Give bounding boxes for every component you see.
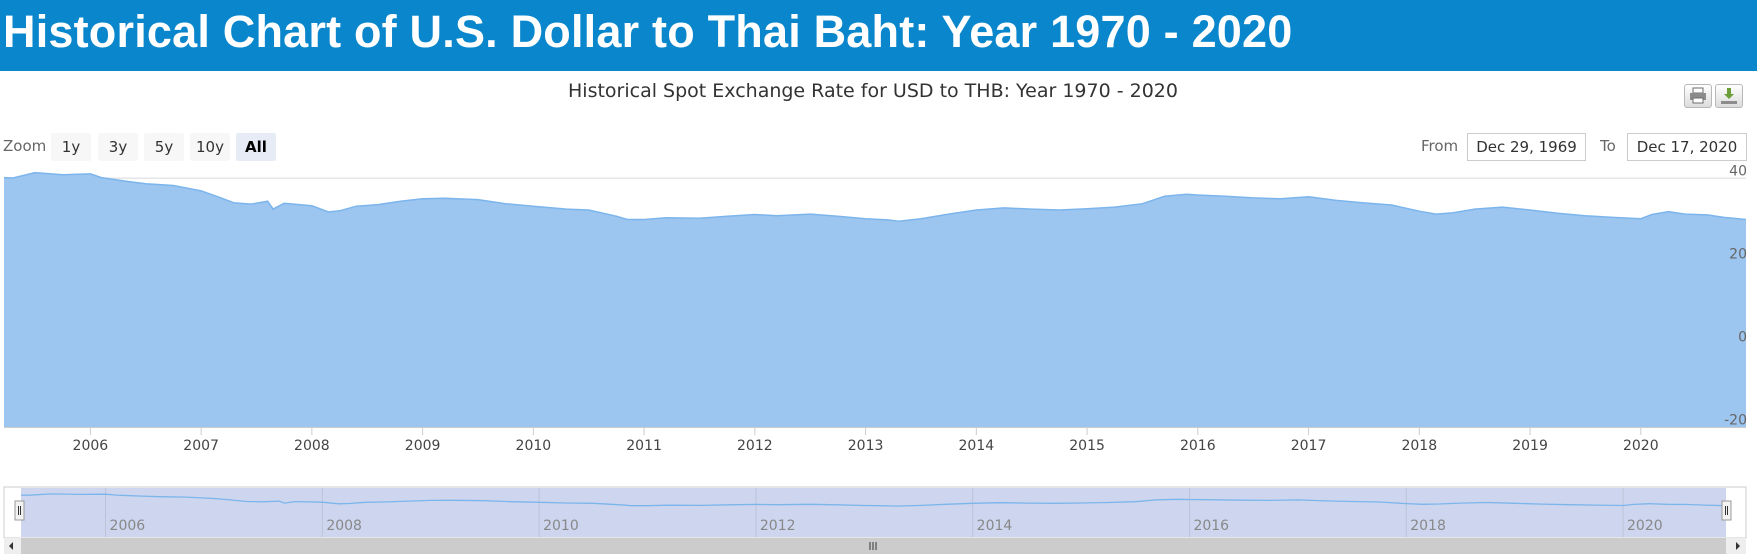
zoom-button-all[interactable]: All: [236, 133, 276, 161]
y-tick-label: 20: [1729, 247, 1747, 263]
print-icon: [1690, 87, 1706, 104]
x-tick-label: 2009: [405, 438, 441, 454]
zoom-button-5y[interactable]: 5y: [144, 133, 184, 161]
y-tick-label: -20: [1724, 413, 1747, 429]
y-tick-label: 0: [1738, 330, 1747, 346]
x-tick-label: 2019: [1512, 438, 1548, 454]
navigator-handle-right[interactable]: [1721, 500, 1732, 521]
y-axis: 40 20 0 -20: [1724, 164, 1747, 429]
page-title: Historical Chart of U.S. Dollar to Thai …: [3, 6, 1293, 57]
navigator-tick-label: 2020: [1627, 518, 1663, 534]
series-line: [3, 171, 1747, 222]
navigator-tick-label: 2012: [760, 518, 796, 534]
to-date-input[interactable]: Dec 17, 2020: [1627, 133, 1747, 161]
plot-area: [3, 171, 1747, 428]
x-tick-label: 2007: [183, 438, 219, 454]
navigator-tick-label: 2006: [110, 518, 146, 534]
x-tick-label: 2006: [73, 438, 109, 454]
from-label: From: [1421, 137, 1459, 155]
x-tick-label: 2010: [516, 438, 552, 454]
navigator-tick-label: 2008: [326, 518, 362, 534]
navigator-grid: [105, 488, 1624, 537]
navigator[interactable]: 2006 2008 2010 2012 2014 2016 2018 2020: [3, 486, 1747, 539]
x-tick-label: 2013: [848, 438, 884, 454]
x-tick-label: 2011: [626, 438, 662, 454]
x-tick-label: 2016: [1180, 438, 1216, 454]
navigator-mask: [21, 488, 1726, 537]
page-banner: Historical Chart of U.S. Dollar to Thai …: [0, 0, 1757, 71]
navigator-tick-label: 2018: [1410, 518, 1446, 534]
scroll-left-arrow-icon[interactable]: [9, 542, 13, 550]
x-tick-label: 2017: [1291, 438, 1327, 454]
navigator-tick-label: 2016: [1193, 518, 1229, 534]
x-axis: 2006 2007 2008 2009 2010 2011 2012 2013 2014 2015…: [73, 427, 1659, 454]
zoom-button-1y[interactable]: 1y: [51, 133, 91, 161]
x-tick-label: 2012: [737, 438, 773, 454]
navigator-tick-label: 2010: [543, 518, 579, 534]
series-area: [4, 172, 1746, 427]
navigator-axis: 2006 2008 2010 2012 2014 2016 2018 2020: [110, 518, 1663, 534]
scrollbar[interactable]: [4, 538, 1746, 554]
x-tick-label: 2020: [1623, 438, 1659, 454]
zoom-button-10y[interactable]: 10y: [190, 133, 230, 161]
x-tick-label: 2014: [959, 438, 995, 454]
x-tick-label: 2015: [1069, 438, 1105, 454]
y-tick-label: 40: [1729, 164, 1747, 180]
x-tick-label: 2018: [1401, 438, 1437, 454]
navigator-handle-left[interactable]: [14, 500, 25, 521]
chart-title: Historical Spot Exchange Rate for USD to…: [568, 80, 1178, 102]
download-button[interactable]: [1715, 84, 1743, 108]
navigator-tick-label: 2014: [977, 518, 1013, 534]
x-tick-label: 2008: [294, 438, 330, 454]
print-button[interactable]: [1684, 84, 1712, 108]
navigator-series-line: [20, 493, 1727, 507]
zoom-button-3y[interactable]: 3y: [98, 133, 138, 161]
zoom-label: Zoom: [3, 137, 47, 155]
scroll-right-arrow-icon[interactable]: [1736, 542, 1740, 550]
from-date-input[interactable]: Dec 29, 1969: [1467, 133, 1586, 161]
to-label: To: [1600, 137, 1616, 155]
download-icon: [1721, 88, 1737, 104]
